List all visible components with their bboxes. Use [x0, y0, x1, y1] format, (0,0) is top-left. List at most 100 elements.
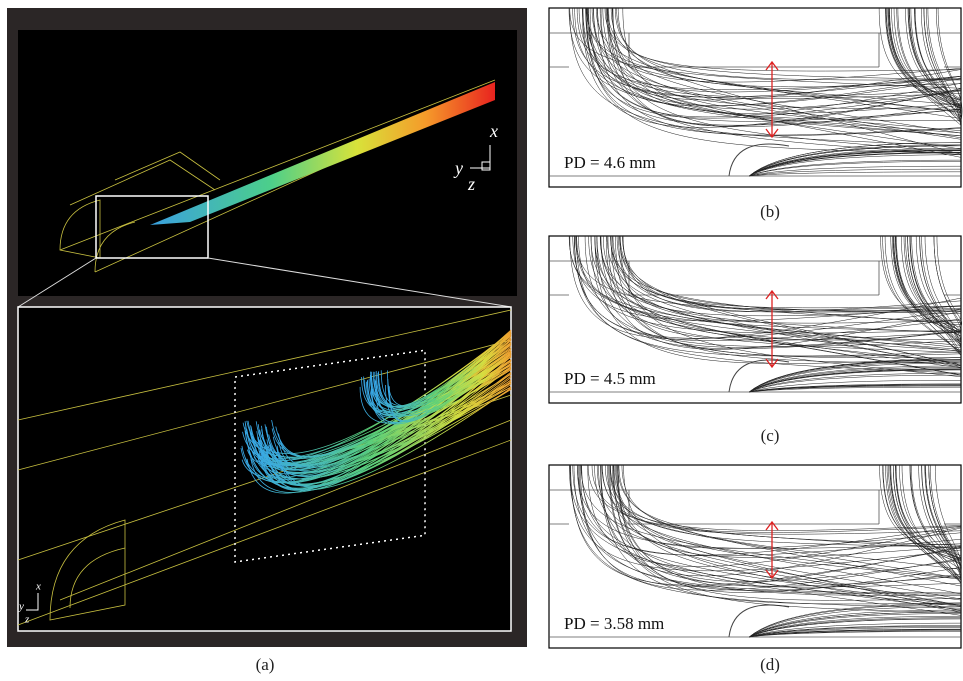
streamline [587, 464, 962, 549]
streamline [597, 7, 962, 136]
streamline [895, 464, 962, 559]
overview-geometry [59, 79, 496, 273]
streamline [886, 464, 962, 582]
streamline [574, 235, 962, 374]
streamline [375, 333, 512, 424]
streamline [569, 235, 962, 340]
streamline [619, 235, 962, 313]
streamline [930, 464, 962, 571]
axis-triad [26, 593, 39, 611]
streamline [748, 360, 962, 393]
streamline [369, 339, 512, 411]
streamline [612, 7, 962, 127]
streamline [748, 385, 962, 393]
streamline [748, 159, 962, 177]
streamline [748, 384, 962, 393]
streamline [366, 352, 512, 417]
streamline [380, 339, 512, 407]
streamline [910, 464, 962, 585]
streamline [748, 374, 962, 393]
streamline [909, 235, 962, 332]
streamline [910, 7, 962, 106]
streamline [607, 7, 962, 80]
streamline [587, 7, 962, 98]
streamline [748, 154, 962, 177]
dotted-region [234, 349, 426, 563]
streamline [748, 145, 962, 177]
streamline [610, 235, 962, 324]
streamline [602, 235, 962, 334]
streamline [748, 365, 962, 393]
streamline [613, 464, 962, 587]
streamline [748, 168, 962, 177]
streamline [937, 7, 963, 121]
streamline [578, 235, 962, 334]
streamline [936, 235, 963, 327]
bump [728, 143, 790, 177]
streamline [577, 464, 962, 549]
streamline [582, 7, 962, 98]
streamline [594, 235, 962, 364]
streamline [568, 7, 962, 134]
zoom-streamlines [240, 329, 512, 494]
streamline [882, 464, 962, 561]
streamline [748, 161, 962, 177]
streamline [276, 366, 512, 488]
streamline [893, 235, 962, 331]
streamline [610, 235, 962, 323]
streamline [903, 235, 962, 343]
streamline [748, 171, 962, 177]
streamline [748, 613, 962, 638]
axis-label: z [467, 174, 475, 194]
streamline [596, 235, 962, 364]
streamline [619, 235, 962, 378]
streamline [890, 235, 962, 337]
zoom-lines [17, 257, 512, 308]
overview-streamlines [150, 82, 495, 225]
streamline [617, 464, 962, 596]
streamline [748, 617, 962, 638]
streamline-panel: PD = 3.58 mm (d) [548, 464, 962, 674]
streamline [887, 7, 962, 126]
wire [59, 419, 512, 601]
axis-label: y [453, 158, 463, 178]
streamline [578, 464, 962, 595]
streamline [618, 464, 962, 546]
streamline [889, 464, 962, 581]
streamline [573, 464, 962, 594]
streamline [568, 235, 962, 376]
streamline [915, 235, 962, 331]
streamline [748, 604, 962, 638]
channel [549, 32, 961, 177]
streamline [594, 464, 962, 549]
streamline [908, 7, 962, 118]
wire [17, 309, 512, 421]
streamline [613, 464, 962, 612]
streamline [748, 142, 962, 177]
streamline [619, 235, 962, 314]
zoom-geometry [17, 309, 512, 626]
streamline [606, 7, 962, 127]
panel-label: (b) [760, 202, 780, 221]
streamline [885, 7, 962, 119]
streamline [886, 7, 962, 118]
streamline [277, 360, 512, 458]
streamline [748, 361, 962, 393]
streamline [599, 235, 962, 367]
streamline [893, 464, 962, 570]
streamline [621, 464, 962, 570]
streamline [586, 7, 962, 137]
streamline [594, 235, 962, 376]
streamline [610, 464, 962, 548]
streamline [935, 7, 962, 111]
streamline [748, 615, 962, 638]
streamline [901, 235, 962, 334]
streamline [896, 235, 962, 345]
streamline [748, 618, 962, 638]
streamline [572, 464, 962, 557]
axis-label: y [18, 601, 24, 613]
streamline [370, 335, 512, 408]
streamline [748, 627, 962, 638]
panel-label: (d) [760, 655, 780, 674]
